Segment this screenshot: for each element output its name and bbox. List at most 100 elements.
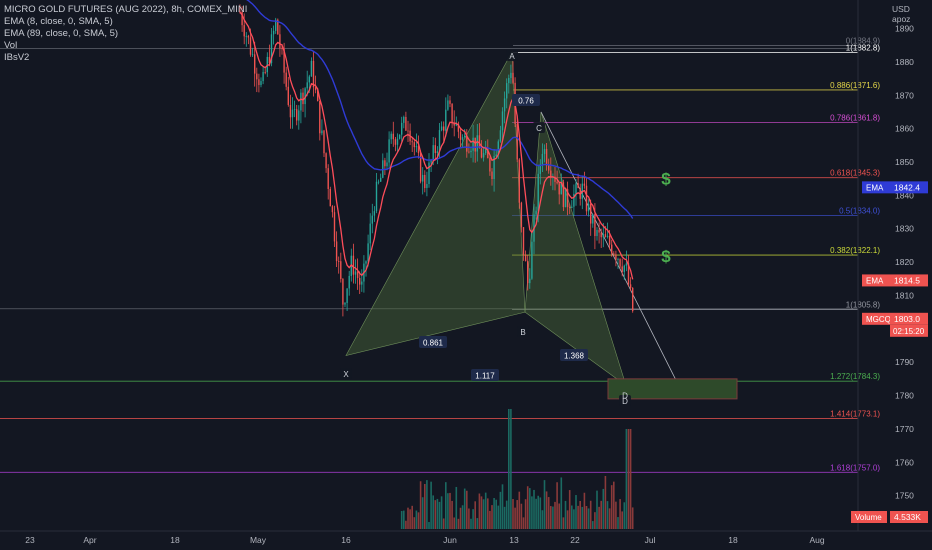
volume-bar-88 [424,484,426,529]
volume-bar-182 [621,511,623,529]
candle-body-73 [392,133,394,140]
volume-bar-160 [575,495,577,529]
candle-body-83 [413,142,415,148]
candle-body-18 [277,19,279,35]
candle-body-23 [287,86,289,105]
chart-legend: MICRO GOLD FUTURES (AUG 2022), 8h, COMEX… [4,4,247,64]
price-label-value-2: 1803.0 [894,314,920,324]
volume-label-name-bg [851,511,887,523]
candle-body-182 [621,266,623,272]
volume-bar-135 [522,517,525,529]
currency-label[interactable]: USD [892,4,910,14]
pattern-point-D: D [622,397,628,406]
volume-bar-99 [447,493,449,529]
candle-body-35 [312,60,315,88]
volume-bar-92 [432,495,434,529]
volume-bar-120 [491,505,493,529]
candle-body-1 [241,12,243,26]
candle-body-4 [247,35,250,38]
volume-bar-152 [558,503,560,529]
legend-vol[interactable]: Vol [4,40,18,51]
price-tick-1870: 1870 [895,90,914,100]
volume-bar-153 [560,477,563,529]
candle-body-5 [249,37,252,55]
candle-body-142 [537,173,539,211]
price-label-value-bg-0 [890,181,928,194]
candle-body-66 [377,181,380,183]
candle-body-22 [285,72,287,87]
candle-body-148 [550,170,552,178]
candle-body-38 [319,100,321,134]
candle-body-24 [289,104,292,118]
price-label-name-0: EMA [866,183,884,192]
candle-body-96 [440,126,443,131]
candle-body-8 [256,73,258,80]
candle-body-166 [587,203,590,212]
candle-body-85 [417,146,420,154]
candle-body-110 [470,150,472,153]
candle-body-160 [575,183,577,194]
candle-body-10 [260,81,262,86]
fib-level-label-6: 0.382(1822.1) [830,246,880,255]
candle-body-119 [489,158,491,172]
candle-body-15 [270,34,273,64]
harmonic-triangle-xab [345,50,526,356]
pattern-ratio-bg-2 [471,369,499,381]
candle-body-33 [308,76,310,83]
candle-body-101 [451,103,453,124]
pattern-point-C: C [536,124,542,133]
pattern-ratio-3: 1.368 [564,352,585,361]
candle-body-103 [455,123,457,126]
volume-bar-134 [520,503,523,529]
candle-body-133 [518,159,520,203]
candle-body-60 [365,261,367,264]
pattern-point-bg-C [533,122,545,133]
candle-body-158 [571,206,573,208]
volume-bar-132 [516,500,518,529]
legend-ema8[interactable]: EMA (8, close, 0, SMA, 5) [4,16,113,27]
volume-bar-157 [568,490,571,529]
volume-bar-166 [587,508,590,529]
candle-body-126 [503,98,506,112]
candle-body-104 [457,123,460,132]
fib-level-label-8: 1.272(1784.3) [830,372,880,381]
candle-body-9 [258,79,260,86]
legend-ema89[interactable]: EMA (89, close, 0, SMA, 5) [4,28,119,39]
candle-body-79 [405,116,407,131]
candle-body-115 [480,148,483,158]
volume-bar-100 [449,492,451,529]
candle-body-40 [323,130,325,154]
candle-body-42 [327,168,329,189]
volume-bar-81 [409,509,411,529]
fib-level-label-3: 0.786(1861.8) [830,114,880,123]
candle-body-65 [375,181,378,212]
time-tick-9: 18 [728,535,738,545]
volume-bar-186 [629,429,632,529]
time-tick-7: 22 [570,535,580,545]
volume-bar-95 [438,501,441,529]
price-label-value-1: 1814.5 [894,275,920,285]
candle-body-100 [449,100,451,104]
volume-bar-155 [564,500,567,529]
candle-body-136 [524,254,527,262]
volume-bar-106 [461,505,464,529]
axis-corner: USD apoz [892,4,928,24]
price-label-extra-bg-2 [890,324,928,337]
volume-bar-113 [476,518,479,529]
candle-body-152 [558,183,560,195]
candle-body-88 [424,174,426,189]
time-tick-3: May [250,535,267,545]
volume-bar-118 [487,498,489,529]
candle-body-112 [474,137,476,152]
scale-mode-label[interactable]: apoz [892,14,911,24]
candle-body-2 [243,25,245,37]
candle-body-11 [262,71,264,82]
price-tick-1760: 1760 [895,457,914,467]
candle-body-164 [583,183,586,186]
volume-bar-167 [589,500,592,529]
candle-body-179 [615,254,617,260]
pattern-point-bg-X [340,368,352,379]
candle-body-46 [335,241,338,262]
legend-ibs[interactable]: IBsV2 [4,52,30,63]
